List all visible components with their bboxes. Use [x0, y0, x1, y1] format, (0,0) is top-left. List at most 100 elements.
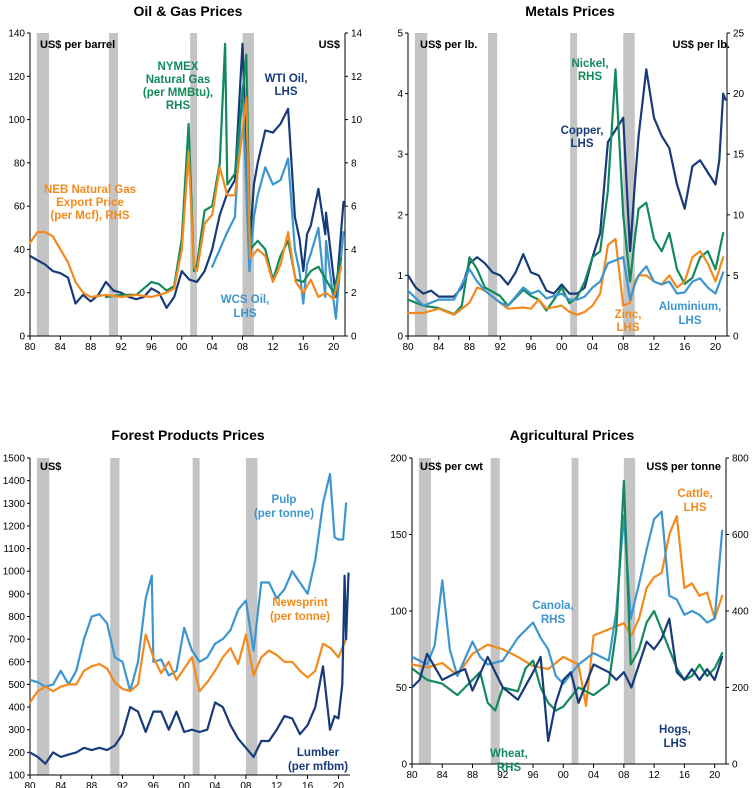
recession-bar: [570, 33, 578, 336]
x-tick-label: 20: [709, 770, 721, 781]
label-canola: Canola, RHS: [532, 600, 574, 626]
x-tick-label: 12: [271, 781, 283, 788]
x-tick-label: 88: [85, 342, 97, 353]
x-tick-label: 96: [525, 342, 537, 353]
y-left-tick-label: 400: [8, 703, 25, 714]
recession-bar: [192, 458, 200, 775]
x-tick-label: 80: [406, 770, 418, 781]
y-left-tick-label: 0: [19, 332, 25, 343]
y-left-tick-label: 200: [8, 748, 25, 759]
y-left-tick-label: 80: [14, 158, 26, 169]
series-line-wheat: [410, 479, 724, 712]
x-tick-label: 80: [24, 342, 36, 353]
y-left-tick-label: 40: [14, 245, 26, 256]
series-line-newsprint: [28, 633, 348, 704]
y-left-tick-label: 50: [396, 683, 408, 694]
chart-title: Oil & Gas Prices: [134, 3, 243, 19]
series-line-neb-natural-gas-export-price: [28, 96, 343, 301]
y-left-tick-label: 700: [8, 635, 25, 646]
y-left-tick-label: 120: [8, 72, 25, 83]
label-wheat: Wheat, RHS: [490, 748, 528, 774]
series-line-nymex-natural-gas: [104, 42, 343, 299]
x-tick-label: 16: [298, 342, 310, 353]
recession-bar: [190, 33, 197, 336]
series-line-hogs: [410, 617, 724, 743]
recession-bar: [414, 33, 428, 336]
right-unit-label: US$ per tonne: [646, 461, 721, 473]
x-tick-label: 04: [207, 342, 219, 353]
x-tick-label: 84: [433, 342, 445, 353]
y-left-tick-label: 5: [397, 29, 403, 40]
series-line-wti-oil: [28, 42, 345, 309]
x-tick-label: 92: [495, 342, 507, 353]
y-right-tick-label: 200: [732, 683, 749, 694]
y-right-tick-label: 12: [351, 72, 363, 83]
y-left-tick-label: 1300: [3, 499, 26, 510]
label-wcs: WCS Oil, LHS: [221, 294, 270, 320]
y-left-tick-label: 200: [390, 454, 407, 465]
x-tick-label: 84: [437, 770, 449, 781]
label-copper: Copper, LHS: [561, 125, 604, 150]
x-tick-label: 00: [176, 342, 188, 353]
y-left-tick-label: 100: [8, 115, 25, 126]
y-left-tick-label: 60: [14, 202, 26, 213]
x-tick-label: 80: [24, 781, 36, 788]
agricultural-chart: 80 84 88 92 96 00 04 08 12 16 20050100150200020040…: [390, 427, 749, 781]
y-right-tick-label: 800: [732, 454, 749, 465]
x-tick-label: 16: [302, 781, 314, 788]
label-wti: WTI Oil, LHS: [265, 73, 308, 98]
y-left-tick-label: 300: [8, 725, 25, 736]
y-left-tick-label: 150: [390, 530, 407, 541]
y-right-tick-label: 10: [351, 115, 363, 126]
y-left-tick-label: 1500: [3, 454, 26, 465]
y-right-tick-label: 8: [351, 158, 357, 169]
series-line-pulp: [28, 472, 348, 693]
x-tick-label: 16: [679, 342, 691, 353]
x-tick-label: 80: [402, 342, 414, 353]
label-pulp: Pulp (per tonne): [254, 494, 314, 520]
label-cattle: Cattle, LHS: [677, 488, 712, 514]
chart-title: Agricultural Prices: [510, 427, 635, 443]
label-nymex: NYMEX Natural Gas (per MMBtu), RHS: [143, 61, 213, 112]
x-tick-label: 88: [86, 781, 98, 788]
x-tick-label: 12: [649, 770, 661, 781]
recession-bar: [108, 33, 119, 336]
recession-bar: [418, 458, 431, 764]
series-line-wcs-oil: [211, 86, 345, 320]
recession-bar: [490, 458, 500, 764]
y-left-tick-label: 800: [8, 612, 25, 623]
x-tick-label: 84: [55, 781, 67, 788]
y-left-tick-label: 140: [8, 29, 25, 40]
y-left-tick-label: 100: [390, 607, 407, 618]
x-tick-label: 00: [179, 781, 191, 788]
oil-gas-chart: 80 84 88 92 96 00 04 08 12 16 20020406080100120140…: [8, 3, 362, 353]
x-tick-label: 20: [710, 342, 722, 353]
x-tick-label: 88: [464, 342, 476, 353]
y-left-tick-label: 3: [397, 150, 403, 161]
label-nickel: Nickel, RHS: [571, 58, 608, 83]
x-tick-label: 00: [558, 770, 570, 781]
y-right-tick-label: 0: [732, 760, 738, 771]
y-left-tick-label: 100: [8, 771, 25, 782]
x-tick-label: 08: [237, 342, 249, 353]
y-left-tick-label: 1: [397, 271, 403, 282]
right-unit-label: US$: [319, 39, 340, 51]
x-tick-label: 04: [209, 781, 221, 788]
y-right-tick-label: 10: [733, 210, 745, 221]
left-unit-label: US$ per cwt: [420, 461, 483, 473]
x-tick-label: 92: [497, 770, 509, 781]
label-lumber: Lumber (per mfbm): [288, 747, 348, 773]
y-right-tick-label: 600: [732, 530, 749, 541]
x-tick-label: 08: [240, 781, 252, 788]
x-tick-label: 20: [333, 781, 345, 788]
right-unit-label: US$ per lb.: [673, 39, 730, 51]
y-left-tick-label: 1100: [3, 544, 25, 555]
label-hogs: Hogs, LHS: [659, 724, 691, 750]
y-left-tick-label: 500: [8, 680, 25, 691]
recession-bar: [487, 33, 498, 336]
recession-bar: [36, 458, 50, 775]
x-tick-label: 00: [556, 342, 568, 353]
label-newsprint: Newsprint (per tonne): [270, 597, 330, 623]
